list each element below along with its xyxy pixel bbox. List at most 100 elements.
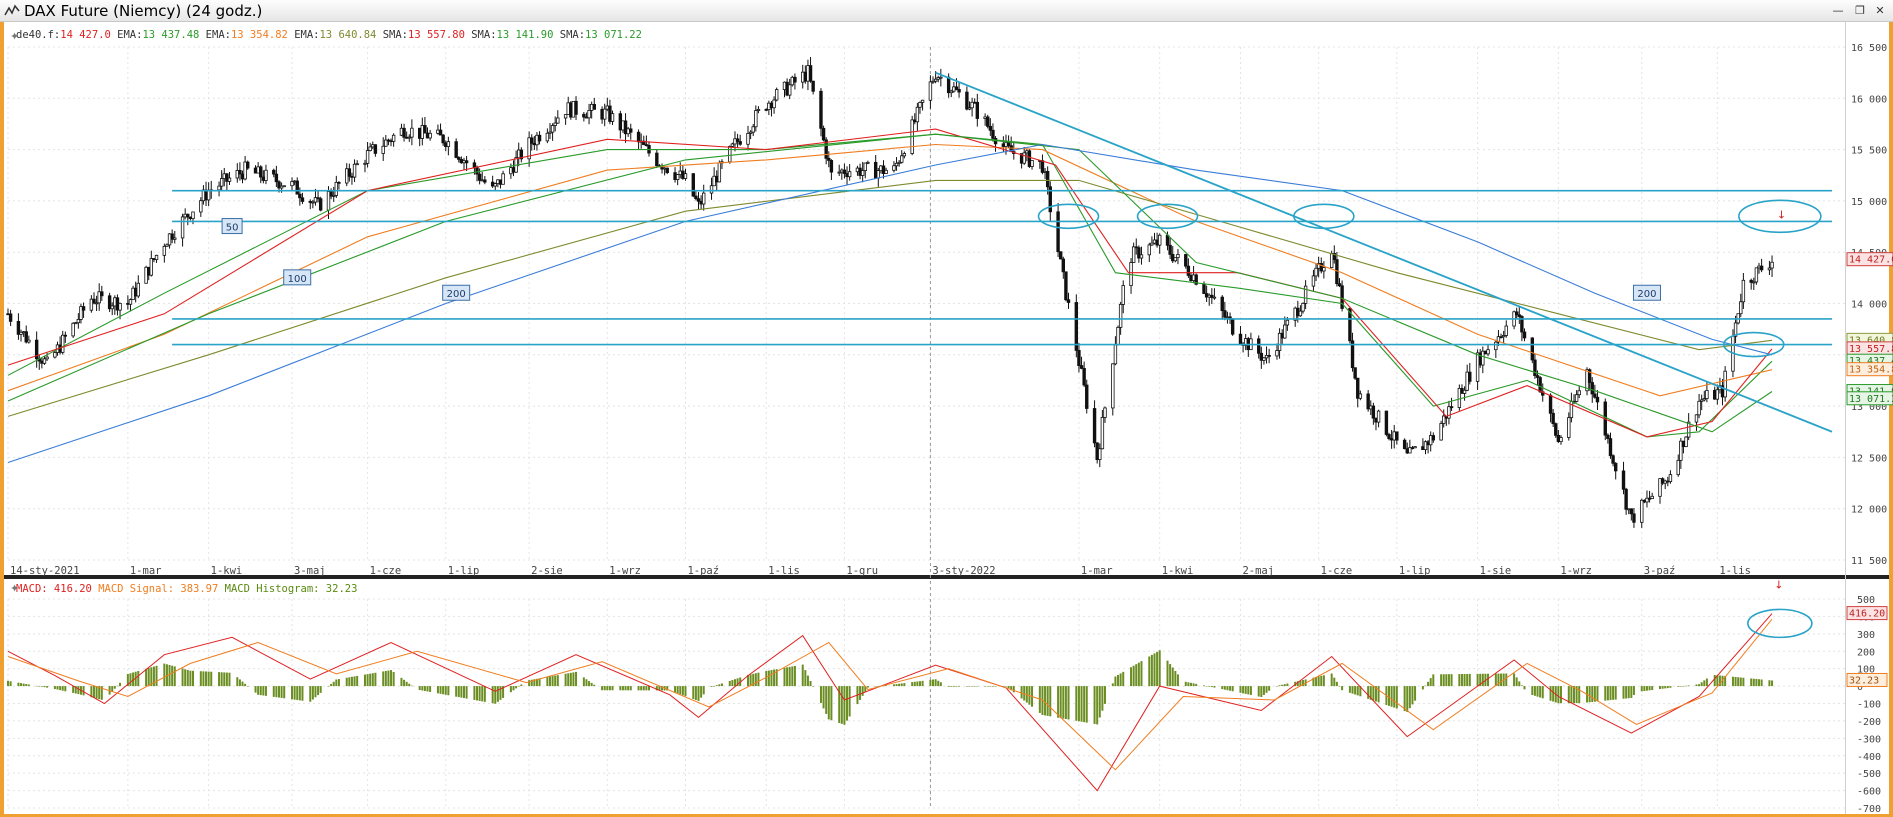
macd-histogram-bar <box>786 667 789 687</box>
macd-histogram-bar <box>1093 686 1096 724</box>
candle-body <box>1679 440 1683 461</box>
candle-body <box>1285 319 1290 326</box>
macd-histogram-bar <box>410 685 413 687</box>
macd-histogram-bar <box>692 686 695 700</box>
candle-body <box>1058 251 1063 260</box>
close-icon[interactable]: ✕ <box>1875 4 1885 17</box>
macd-histogram-bar <box>199 671 202 687</box>
candle-body <box>1554 423 1558 436</box>
macd-histogram-bar <box>674 686 677 693</box>
candle-body <box>717 162 722 183</box>
candle-body <box>1150 242 1154 246</box>
candle-body <box>1230 318 1235 335</box>
candle-body <box>1504 325 1508 336</box>
macd-histogram-bar <box>345 677 348 687</box>
candle-body <box>991 129 995 139</box>
macd-histogram-bar <box>38 686 41 687</box>
macd-histogram-bar <box>1302 680 1305 687</box>
candle-body <box>1462 389 1467 394</box>
candle-body <box>136 282 140 297</box>
candle-body <box>373 144 378 154</box>
candle-body <box>986 116 990 127</box>
candle-body <box>709 185 714 194</box>
macd-histogram-bar <box>1077 686 1080 722</box>
candle-body <box>1494 341 1498 351</box>
macd-histogram-bar <box>864 686 867 692</box>
macd-histogram-bar <box>1718 675 1721 687</box>
price-xtick-label: 1-lis <box>768 565 800 577</box>
macd-histogram-bar <box>1549 686 1552 701</box>
candle-body <box>446 141 451 148</box>
macd-histogram-bar <box>1239 686 1242 693</box>
candle-body <box>821 127 826 141</box>
macd-histogram-bar <box>1122 671 1125 687</box>
macd-histogram-bar <box>1679 686 1682 687</box>
candle-body <box>352 163 357 178</box>
macd-histogram-bar <box>1682 686 1685 687</box>
macd-histogram-bar <box>1645 686 1648 691</box>
macd-histogram-bar <box>861 686 864 696</box>
macd-histogram-bar <box>476 686 479 701</box>
macd-histogram-bar <box>1322 675 1325 687</box>
macd-histogram-bar <box>900 683 903 687</box>
candle-body <box>1322 267 1326 272</box>
highlight-ellipse <box>1723 331 1785 358</box>
candle-body <box>1030 160 1034 167</box>
candle-body <box>1595 396 1600 403</box>
macd-histogram-bar <box>447 686 450 696</box>
macd-histogram-bar <box>363 674 366 687</box>
macd-histogram-bar <box>371 673 374 687</box>
candle-body <box>563 114 568 119</box>
candle-body <box>636 131 641 143</box>
candle-body <box>1413 446 1417 449</box>
macd-histogram-bar <box>843 686 846 725</box>
macd-histogram-bar <box>439 686 442 694</box>
macd-histogram-bar <box>929 679 932 687</box>
macd-histogram-bar <box>1429 678 1432 687</box>
candle-body <box>347 168 352 177</box>
macd-histogram-bar <box>1348 686 1351 693</box>
candle-body <box>881 165 886 174</box>
macd-histogram-bar <box>192 670 195 687</box>
candle-body <box>428 132 432 139</box>
price-xtick-label: 1-wrz <box>609 565 641 577</box>
minimize-icon[interactable]: — <box>1832 4 1844 17</box>
restore-icon[interactable]: ❐ <box>1855 4 1865 17</box>
macd-histogram-bar <box>898 683 901 687</box>
price-value-tag-text: 14 427.0 <box>1849 255 1893 266</box>
macd-histogram-bar <box>1596 686 1599 702</box>
macd-histogram-bar <box>801 664 804 687</box>
macd-histogram-bar <box>1119 673 1122 687</box>
macd-histogram-bar <box>1333 677 1336 687</box>
macd-histogram-bar <box>236 677 239 687</box>
macd-histogram-bar <box>1132 665 1135 687</box>
candle-body <box>219 178 224 187</box>
candle-body <box>847 171 852 178</box>
macd-histogram-bar <box>272 686 275 697</box>
macd-histogram-bar <box>1286 683 1289 687</box>
macd-histogram-bar <box>569 672 572 687</box>
macd-histogram-bar <box>1140 661 1143 687</box>
macd-histogram-bar <box>1731 676 1734 687</box>
candle-body <box>1092 408 1097 444</box>
macd-histogram-bar <box>1640 686 1643 692</box>
macd-histogram-bar <box>1661 686 1664 689</box>
macd-histogram-bar <box>1643 686 1646 692</box>
macd-histogram-bar <box>645 686 648 691</box>
macd-histogram-bar <box>350 676 353 687</box>
macd-histogram-bar <box>301 686 304 701</box>
macd-histogram-bar <box>1687 685 1690 687</box>
macd-histogram-bar <box>473 686 476 700</box>
candle-body <box>475 167 479 175</box>
candle-body <box>298 193 302 199</box>
moving-average-line <box>7 143 1773 397</box>
macd-histogram-bar <box>225 672 228 687</box>
candle-body <box>441 134 445 144</box>
macd-histogram-bar <box>731 680 734 687</box>
macd-histogram-bar <box>1374 686 1377 702</box>
macd-histogram-bar <box>442 686 445 695</box>
macd-histogram-bar <box>374 672 377 687</box>
candle-body <box>683 173 688 179</box>
